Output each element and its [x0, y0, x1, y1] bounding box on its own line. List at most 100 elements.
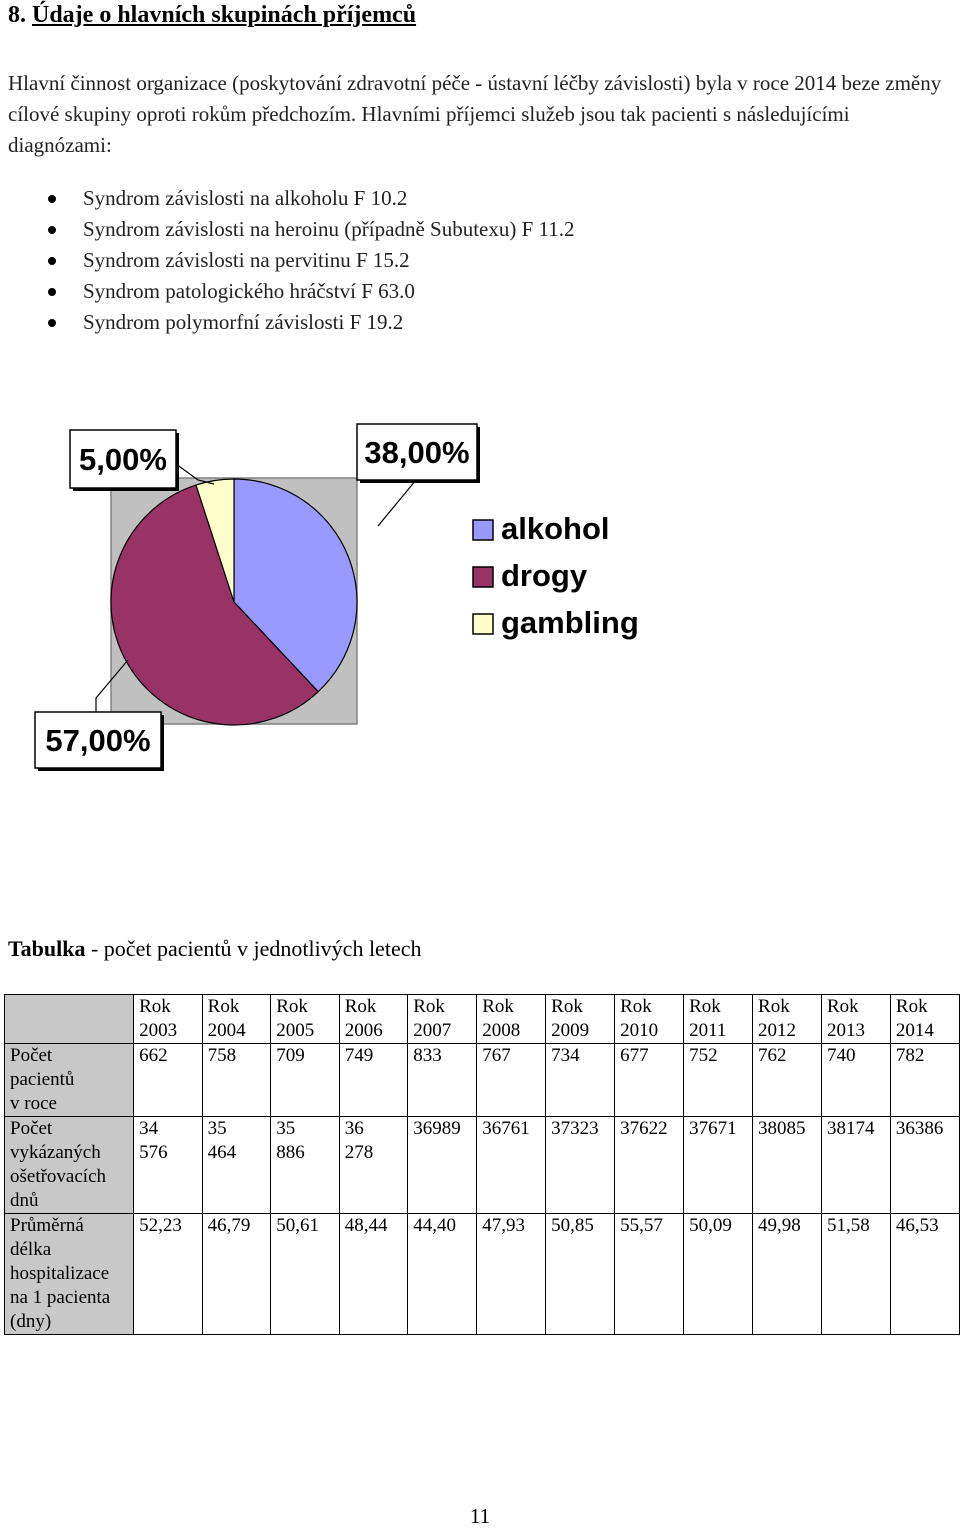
legend-item-gambling: gambling [472, 605, 639, 640]
section-title: Údaje o hlavních skupinách příjemců [32, 2, 417, 28]
svg-text:38,00%: 38,00% [364, 435, 469, 470]
column-header: Rok 2006 [338, 994, 409, 1044]
column-header: Rok 2014 [889, 994, 960, 1044]
table-cell: 36386 [889, 1116, 960, 1214]
column-header: Rok 2012 [752, 994, 822, 1044]
chart-legend: alkohol drogy gambling [472, 511, 639, 640]
table-caption-bold: Tabulka [8, 936, 86, 961]
table-cell: 36989 [407, 1116, 478, 1214]
table-header-row: Rok 2003 Rok 2004 Rok 2005 Rok 2006 Rok 2007 Rok 20… [3, 994, 960, 1044]
table-cell: 37622 [614, 1116, 685, 1214]
row-header: Průměrná délka hospitalizace na 1 pacienta(… [3, 1213, 135, 1335]
data-label-alkohol: 38,00% [356, 423, 480, 527]
data-label-gambling: 5,00% [69, 429, 215, 491]
chart-plot [110, 477, 358, 726]
table-cell: 47,93 [476, 1213, 547, 1335]
section-number: 8. [8, 2, 26, 28]
pie-slice-alkohol [233, 478, 358, 693]
column-header: Rok 2005 [270, 994, 340, 1044]
table-cell: 734 [545, 1043, 616, 1117]
table-cell: 50,61 [270, 1213, 340, 1335]
table-corner-cell [3, 994, 135, 1044]
table-cell: 52,23 [133, 1213, 203, 1335]
table-cell: 709 [270, 1043, 340, 1117]
table-cell: 44,40 [407, 1213, 478, 1335]
list-item: Syndrom závislosti na heroinu (případně … [48, 214, 575, 245]
column-header: Rok 2010 [614, 994, 685, 1044]
table-cell: 758 [201, 1043, 272, 1117]
page-number: 11 [469, 1504, 491, 1528]
table-caption: Tabulka - počet pacientů v jednotlivých … [8, 936, 421, 962]
table-cell: 662 [133, 1043, 203, 1117]
table-cell: 38174 [820, 1116, 891, 1214]
list-item-text: Syndrom polymorfní závislosti F 19.2 [83, 310, 404, 334]
svg-text:5,00%: 5,00% [79, 442, 167, 477]
bullet-icon [48, 319, 56, 327]
column-header: Rok 2013 [820, 994, 891, 1044]
list-item-text: Syndrom patologického hráčství F 63.0 [83, 279, 415, 303]
list-item: Syndrom závislosti na pervitinu F 15.2 [48, 245, 575, 276]
table-cell: 37671 [683, 1116, 754, 1214]
row-header: Počet pacientů v roce [3, 1043, 135, 1117]
table-cell: 677 [614, 1043, 685, 1117]
pie-slice-gambling [195, 478, 235, 603]
table-cell: 782 [889, 1043, 960, 1117]
table-cell: 50,85 [545, 1213, 616, 1335]
row-header: Počet vykázaných ošetřovacích dnů [3, 1116, 135, 1214]
column-header: Rok 2004 [201, 994, 272, 1044]
pie-slice-drogy [110, 484, 320, 726]
pie-chart: 38,00% 57,00% 5,00% alkohol drogy gambling [34, 423, 639, 771]
table-cell: 749 [338, 1043, 409, 1117]
table-row: Průměrná délka hospitalizace na 1 pacienta(… [3, 1213, 960, 1335]
legend-swatch [472, 566, 494, 588]
table-cell: 51,58 [820, 1213, 891, 1335]
column-header: Rok 2007 [407, 994, 478, 1044]
table-cell: 46,79 [201, 1213, 272, 1335]
table-row: Počet vykázaných ošetřovacích dnů 34 576 35 464… [3, 1116, 960, 1214]
table-body: Počet pacientů v roce 662 758 709 749 833 767 734… [3, 1043, 960, 1335]
list-item-text: Syndrom závislosti na pervitinu F 15.2 [83, 248, 410, 272]
table-caption-text: - počet pacientů v jednotlivých letech [85, 936, 422, 961]
column-header: Rok 2009 [545, 994, 616, 1044]
svg-text:57,00%: 57,00% [45, 723, 150, 758]
diagnosis-list: Syndrom závislosti na alkoholu F 10.2 Sy… [48, 183, 575, 338]
table-cell: 48,44 [338, 1213, 409, 1335]
legend-swatch [472, 519, 494, 541]
table-cell: 34 576 [133, 1116, 203, 1214]
table-cell: 46,53 [889, 1213, 960, 1335]
table-cell: 50,09 [683, 1213, 754, 1335]
column-header: Rok 2003 [133, 994, 203, 1044]
list-item: Syndrom závislosti na alkoholu F 10.2 [48, 183, 575, 214]
chart-labels: 38,00% 57,00% 5,00% [34, 423, 480, 771]
table-cell: 36761 [476, 1116, 547, 1214]
table-cell: 762 [752, 1043, 822, 1117]
table-cell: 740 [820, 1043, 891, 1117]
list-item: Syndrom polymorfní závislosti F 19.2 [48, 307, 575, 338]
legend-item-alkohol: alkohol [472, 511, 610, 546]
table-cell: 752 [683, 1043, 754, 1117]
intro-paragraph: Hlavní činnost organizace (poskytování z… [8, 71, 942, 157]
table-cell: 36 278 [338, 1116, 409, 1214]
legend-swatch [472, 613, 494, 635]
patients-table: Rok 2003 Rok 2004 Rok 2005 Rok 2006 Rok 2007 Rok 20… [3, 994, 960, 1335]
list-item-text: Syndrom závislosti na alkoholu F 10.2 [83, 186, 408, 210]
table-cell: 833 [407, 1043, 478, 1117]
table-cell: 767 [476, 1043, 547, 1117]
legend-item-drogy: drogy [472, 558, 588, 593]
table-cell: 35 886 [270, 1116, 340, 1214]
table-row: Počet pacientů v roce 662 758 709 749 833 767 734… [3, 1043, 960, 1117]
column-header: Rok 2011 [683, 994, 754, 1044]
legend-label: drogy [501, 558, 588, 593]
data-label-drogy: 57,00% [34, 659, 164, 771]
list-item-text: Syndrom závislosti na heroinu (případně … [83, 217, 575, 241]
table-cell: 55,57 [614, 1213, 685, 1335]
bullet-icon [48, 226, 56, 234]
bullet-icon [48, 288, 56, 296]
bullet-icon [48, 257, 56, 265]
table-cell: 35 464 [201, 1116, 272, 1214]
bullet-icon [48, 195, 56, 203]
section-heading: 8. Údaje o hlavních skupinách příjemců [8, 2, 416, 29]
legend-label: gambling [501, 605, 639, 640]
table-cell: 38085 [752, 1116, 822, 1214]
table-cell: 37323 [545, 1116, 616, 1214]
